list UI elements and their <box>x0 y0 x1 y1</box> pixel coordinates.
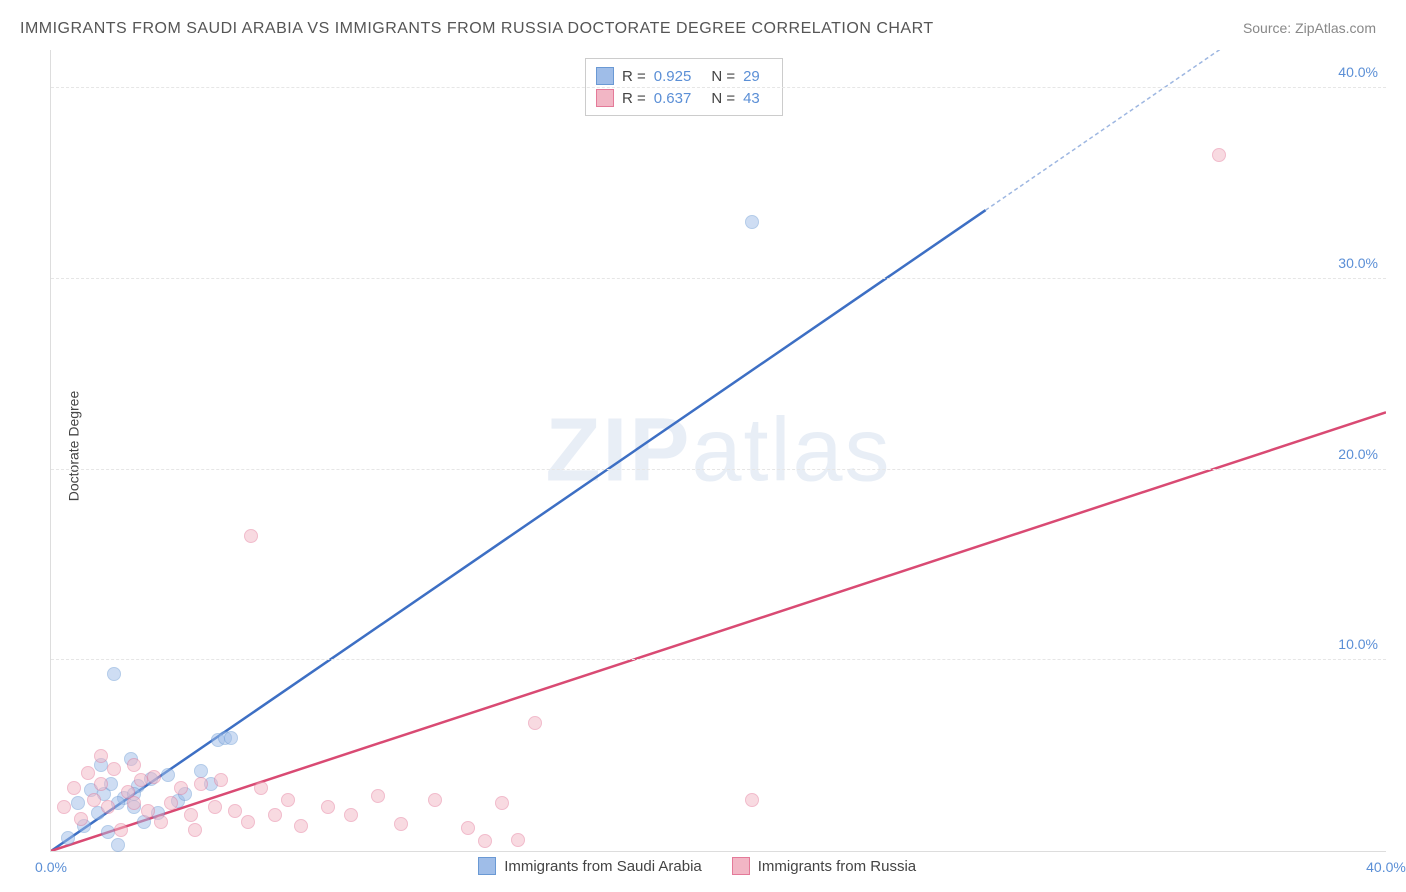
scatter-point-russia <box>147 770 161 784</box>
scatter-point-russia <box>321 800 335 814</box>
scatter-point-russia <box>244 529 258 543</box>
stats-row-russia: R = 0.637 N = 43 <box>596 87 772 109</box>
watermark-light: atlas <box>691 400 891 500</box>
stats-row-saudi: R = 0.925 N = 29 <box>596 65 772 87</box>
legend-label-russia: Immigrants from Russia <box>758 858 916 875</box>
scatter-point-russia <box>101 800 115 814</box>
legend-item-russia: Immigrants from Russia <box>732 857 916 875</box>
scatter-point-russia <box>184 808 198 822</box>
scatter-point-russia <box>528 716 542 730</box>
swatch-russia <box>596 89 614 107</box>
scatter-point-russia <box>394 817 408 831</box>
scatter-point-russia <box>344 808 358 822</box>
r-label: R = <box>622 90 646 107</box>
watermark: ZIPatlas <box>545 399 891 502</box>
scatter-point-russia <box>241 815 255 829</box>
scatter-point-russia <box>57 800 71 814</box>
scatter-point-russia <box>495 796 509 810</box>
scatter-point-saudi <box>107 667 121 681</box>
n-value-russia: 43 <box>743 90 760 107</box>
scatter-point-russia <box>194 777 208 791</box>
scatter-point-russia <box>164 796 178 810</box>
scatter-point-russia <box>107 762 121 776</box>
scatter-point-russia <box>745 793 759 807</box>
scatter-point-saudi <box>61 831 75 845</box>
scatter-point-saudi <box>745 215 759 229</box>
scatter-point-russia <box>461 821 475 835</box>
scatter-point-russia <box>281 793 295 807</box>
bottom-legend: Immigrants from Saudi Arabia Immigrants … <box>478 857 916 875</box>
y-tick-label: 30.0% <box>1338 255 1378 271</box>
y-tick-label: 40.0% <box>1338 64 1378 80</box>
gridline <box>51 659 1386 660</box>
scatter-point-russia <box>371 789 385 803</box>
scatter-point-russia <box>428 793 442 807</box>
swatch-saudi <box>596 67 614 85</box>
x-tick-label: 0.0% <box>35 859 67 875</box>
chart-title: IMMIGRANTS FROM SAUDI ARABIA VS IMMIGRAN… <box>20 20 934 38</box>
scatter-point-russia <box>154 815 168 829</box>
legend-label-saudi: Immigrants from Saudi Arabia <box>504 858 702 875</box>
regression-lines <box>51 50 1386 851</box>
r-value-saudi: 0.925 <box>654 68 692 85</box>
scatter-point-russia <box>268 808 282 822</box>
scatter-point-russia <box>254 781 268 795</box>
n-label: N = <box>711 68 735 85</box>
scatter-point-saudi <box>71 796 85 810</box>
gridline <box>51 278 1386 279</box>
n-value-saudi: 29 <box>743 68 760 85</box>
swatch-russia <box>732 857 750 875</box>
scatter-point-russia <box>1212 148 1226 162</box>
gridline <box>51 469 1386 470</box>
plot-area: ZIPatlas R = 0.925 N = 29 R = 0.637 N = … <box>50 50 1386 852</box>
scatter-point-russia <box>214 773 228 787</box>
scatter-point-saudi <box>194 764 208 778</box>
swatch-saudi <box>478 857 496 875</box>
gridline <box>51 87 1386 88</box>
scatter-point-russia <box>134 773 148 787</box>
scatter-point-saudi <box>111 838 125 852</box>
scatter-point-russia <box>511 833 525 847</box>
y-tick-label: 20.0% <box>1338 446 1378 462</box>
scatter-point-russia <box>228 804 242 818</box>
y-tick-label: 10.0% <box>1338 636 1378 652</box>
scatter-point-russia <box>141 804 155 818</box>
scatter-point-russia <box>94 749 108 763</box>
source-label: Source: ZipAtlas.com <box>1243 20 1376 36</box>
scatter-point-russia <box>478 834 492 848</box>
scatter-point-saudi <box>101 825 115 839</box>
scatter-point-russia <box>127 758 141 772</box>
scatter-point-russia <box>127 796 141 810</box>
scatter-point-russia <box>74 812 88 826</box>
scatter-point-russia <box>81 766 95 780</box>
scatter-point-russia <box>67 781 81 795</box>
n-label: N = <box>711 90 735 107</box>
scatter-point-russia <box>114 823 128 837</box>
scatter-point-russia <box>87 793 101 807</box>
watermark-bold: ZIP <box>545 400 691 500</box>
scatter-point-russia <box>94 777 108 791</box>
scatter-point-russia <box>174 781 188 795</box>
scatter-point-russia <box>294 819 308 833</box>
r-label: R = <box>622 68 646 85</box>
scatter-point-saudi <box>161 768 175 782</box>
scatter-point-russia <box>208 800 222 814</box>
legend-item-saudi: Immigrants from Saudi Arabia <box>478 857 702 875</box>
r-value-russia: 0.637 <box>654 90 692 107</box>
scatter-point-russia <box>188 823 202 837</box>
scatter-point-saudi <box>224 731 238 745</box>
x-tick-label: 40.0% <box>1366 859 1406 875</box>
